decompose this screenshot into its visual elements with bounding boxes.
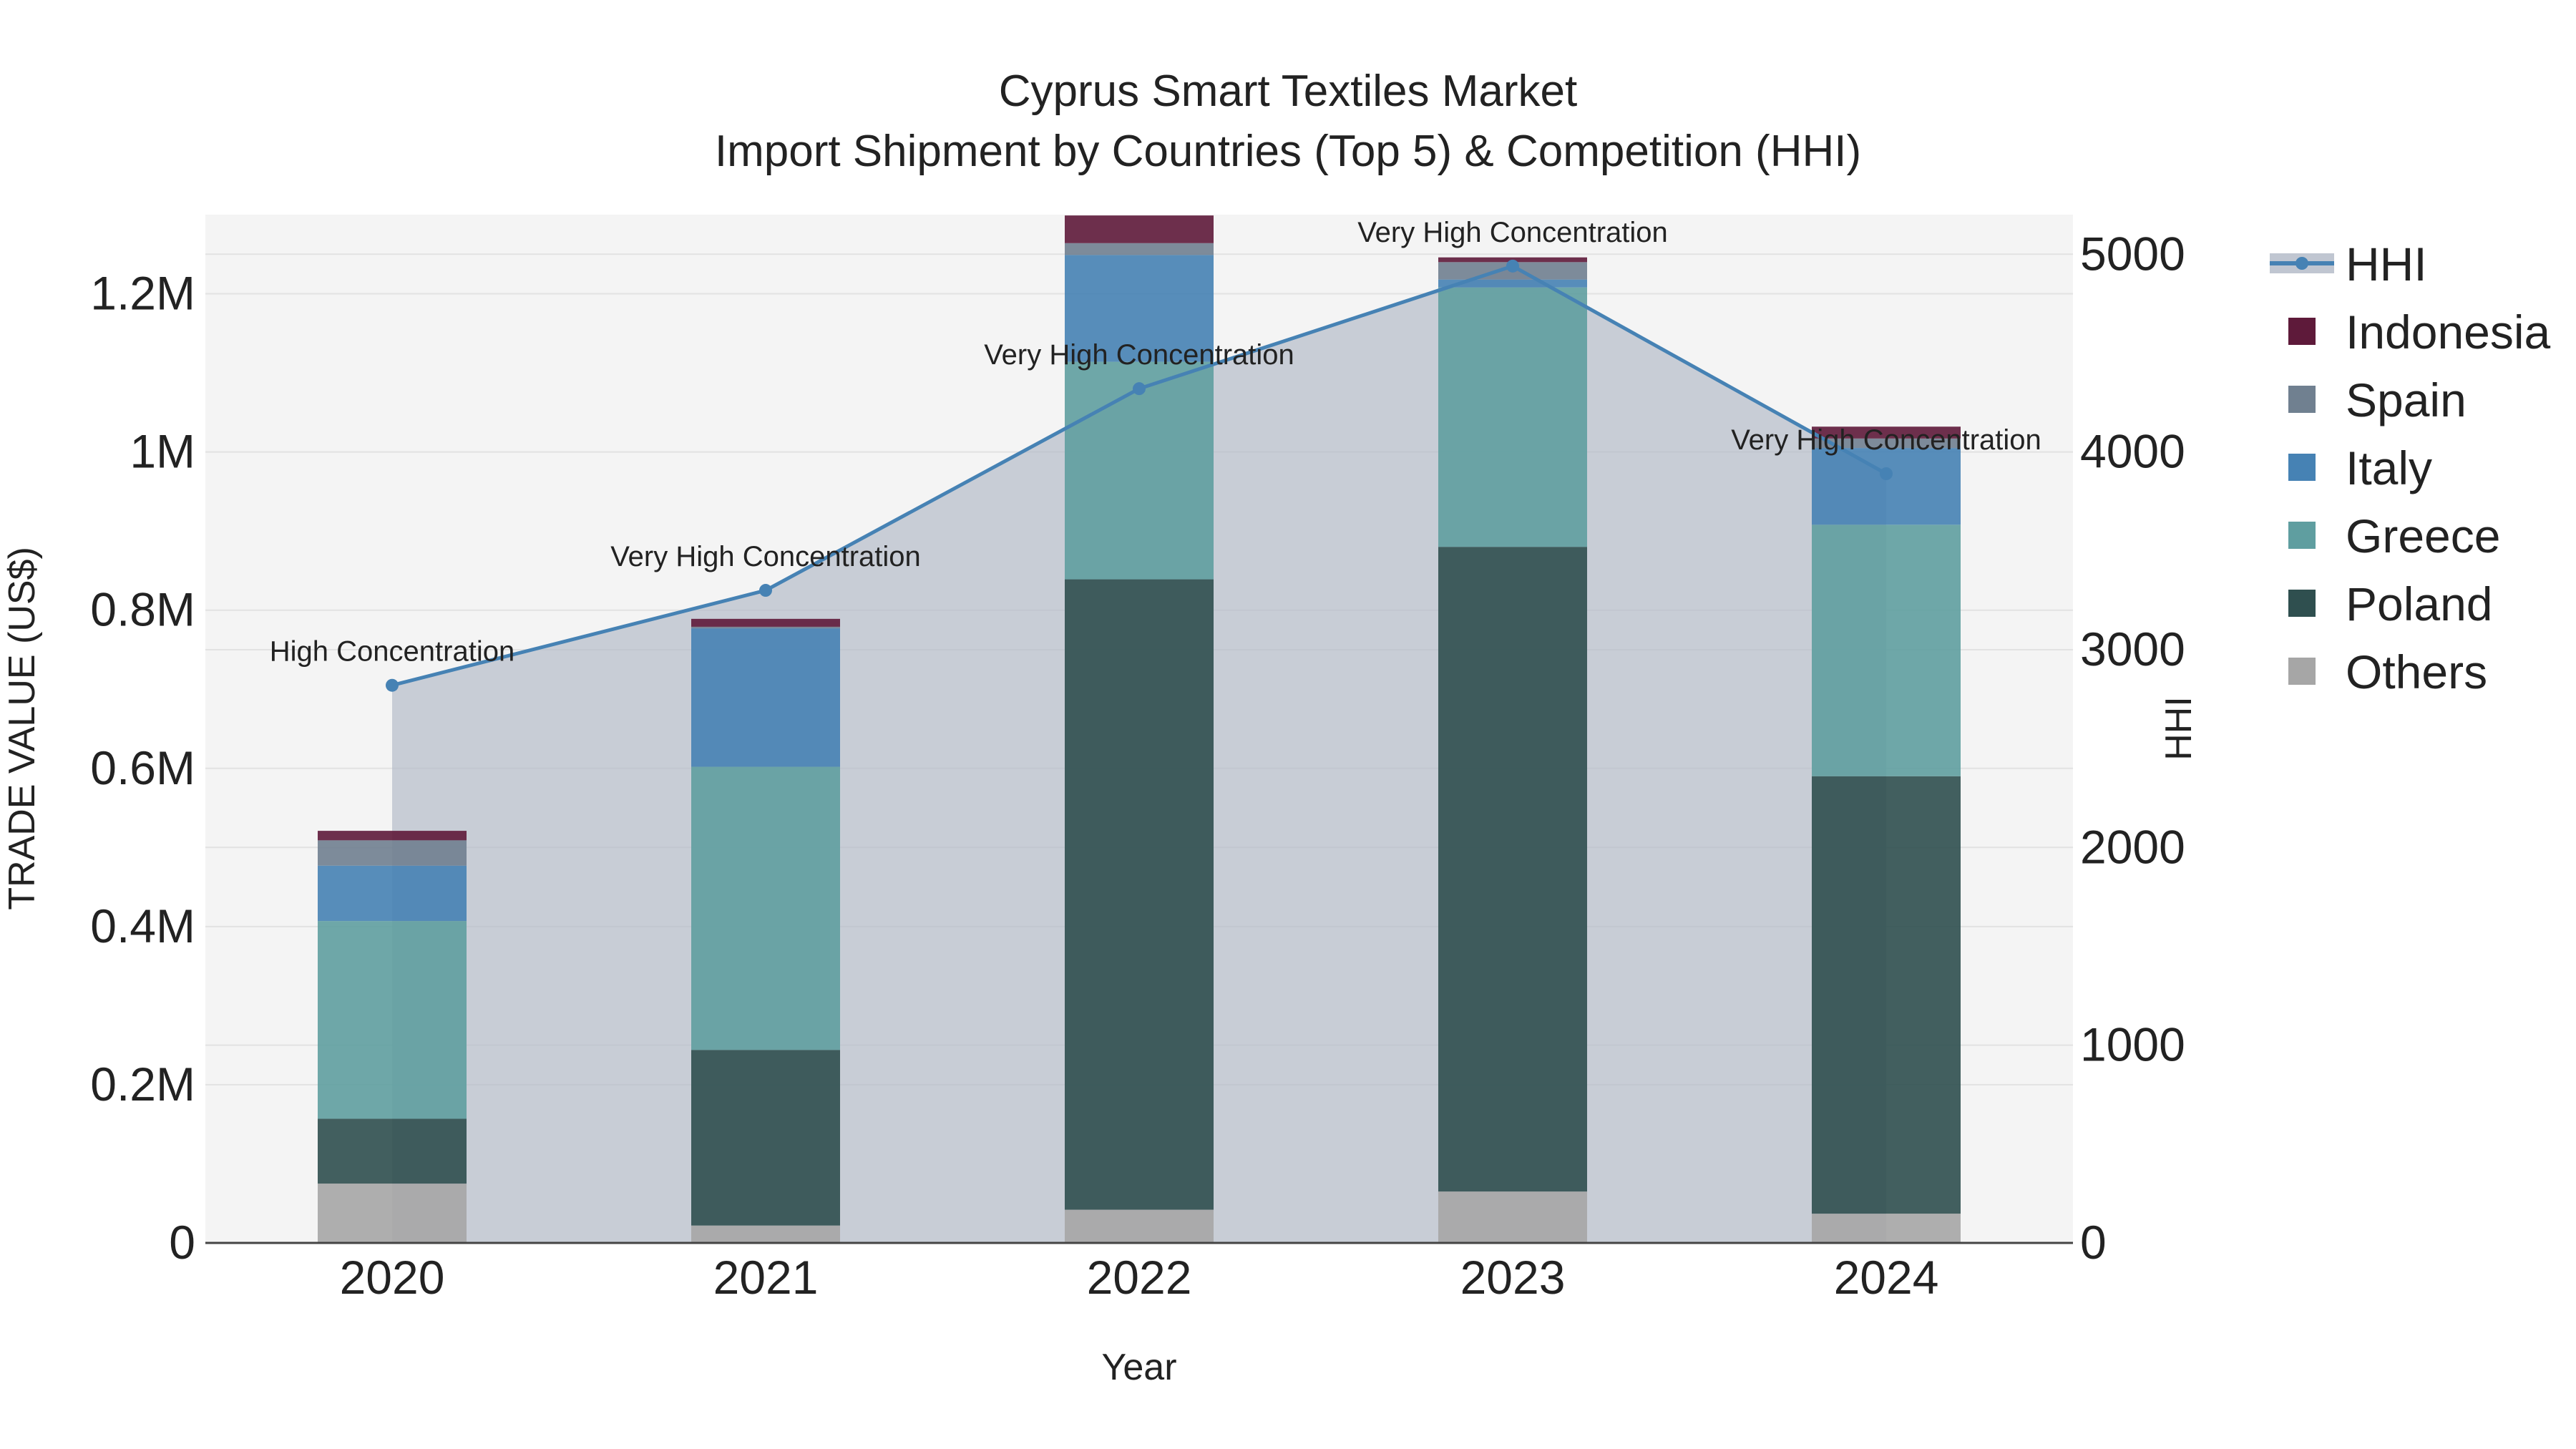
x-axis-ticks: 2020 2021 2022 2023 2024 <box>340 1251 1939 1304</box>
legend-label-italy: Italy <box>2346 441 2432 494</box>
bar-poland-2022 <box>1065 579 1214 1210</box>
hhi-label-2023: Very High Concentration <box>1357 217 1668 248</box>
legend-label-poland: Poland <box>2346 577 2493 630</box>
y2-tick-1: 1000 <box>2080 1018 2185 1071</box>
bar-poland-2021 <box>691 1050 840 1226</box>
y-tick-0: 0 <box>169 1216 195 1269</box>
hhi-point-2024 <box>1880 467 1893 481</box>
legend-label-hhi: HHI <box>2346 238 2427 291</box>
bar-poland-2020 <box>318 1118 467 1184</box>
hhi-label-2024: Very High Concentration <box>1731 424 2041 456</box>
bar-italy-2021 <box>691 628 840 767</box>
bar-italy-2023 <box>1438 279 1587 288</box>
x-tick-2022: 2022 <box>1087 1251 1192 1304</box>
bar-greece-2023 <box>1438 287 1587 547</box>
bar-spain-2021 <box>691 626 840 629</box>
bar-italy-2020 <box>318 865 467 922</box>
legend-swatch-greece <box>2288 522 2316 549</box>
y-tick-1: 0.2M <box>90 1058 195 1111</box>
y-tick-4: 0.8M <box>90 583 195 636</box>
y-tick-5: 1M <box>130 425 195 478</box>
bar-indonesia-2024 <box>1812 426 1961 439</box>
hhi-point-2021 <box>759 584 772 597</box>
hhi-point-2022 <box>1133 382 1146 396</box>
bars <box>318 215 1961 1243</box>
x-tick-2024: 2024 <box>1834 1251 1939 1304</box>
bar-greece-2024 <box>1812 525 1961 776</box>
bar-indonesia-2022 <box>1065 215 1214 243</box>
y-axis-ticks: 0 0.2M 0.4M 0.6M 0.8M 1M 1.2M <box>90 267 195 1269</box>
legend-swatch-marker-hhi <box>2296 257 2308 270</box>
bar-poland-2023 <box>1438 547 1587 1192</box>
y-tick-2: 0.4M <box>90 899 195 952</box>
hhi-point-2020 <box>386 678 399 692</box>
chart-title-line1: Cyprus Smart Textiles Market <box>999 67 1578 116</box>
legend-label-greece: Greece <box>2346 509 2500 562</box>
legend-swatch-others <box>2288 658 2316 685</box>
y2-tick-4: 4000 <box>2080 425 2185 478</box>
bar-poland-2024 <box>1812 776 1961 1214</box>
bar-spain-2022 <box>1065 243 1214 255</box>
y-tick-3: 0.6M <box>90 741 195 794</box>
bar-spain-2020 <box>318 840 467 866</box>
hhi-label-2022: Very High Concentration <box>984 339 1294 371</box>
bar-others-2024 <box>1812 1214 1961 1243</box>
x-axis-title: Year <box>1101 1347 1176 1388</box>
legend-label-spain: Spain <box>2346 374 2467 426</box>
bar-indonesia-2020 <box>318 831 467 841</box>
legend-label-others: Others <box>2346 645 2487 698</box>
legend-swatch-italy <box>2288 454 2316 481</box>
legend-swatch-indonesia <box>2288 318 2316 345</box>
y2-axis-title: HHI <box>2158 696 2200 761</box>
bar-greece-2021 <box>691 766 840 1050</box>
x-tick-2023: 2023 <box>1460 1251 1566 1304</box>
bar-others-2022 <box>1065 1209 1214 1243</box>
x-tick-2020: 2020 <box>340 1251 445 1304</box>
y2-tick-2: 2000 <box>2080 820 2185 873</box>
legend: HHI Indonesia Spain Italy Greece Poland Others <box>2270 238 2551 698</box>
y2-tick-0: 0 <box>2080 1216 2107 1269</box>
hhi-label-2020: High Concentration <box>270 636 514 668</box>
x-tick-2021: 2021 <box>713 1251 819 1304</box>
bar-others-2021 <box>691 1225 840 1243</box>
y2-axis-ticks: 0 1000 2000 3000 4000 5000 <box>2080 227 2185 1269</box>
legend-label-indonesia: Indonesia <box>2346 306 2551 358</box>
bar-others-2020 <box>318 1184 467 1243</box>
hhi-label-2021: Very High Concentration <box>610 541 921 572</box>
y2-tick-5: 5000 <box>2080 227 2185 280</box>
bar-greece-2022 <box>1065 361 1214 580</box>
chart-title-line2: Import Shipment by Countries (Top 5) & C… <box>715 127 1861 176</box>
bar-others-2023 <box>1438 1191 1587 1243</box>
bar-italy-2024 <box>1812 448 1961 525</box>
y2-tick-3: 3000 <box>2080 623 2185 675</box>
bar-indonesia-2021 <box>691 618 840 627</box>
y-axis-title: TRADE VALUE (US$) <box>1 547 43 910</box>
bar-italy-2022 <box>1065 255 1214 362</box>
bar-spain-2024 <box>1812 438 1961 449</box>
legend-swatch-poland <box>2288 590 2316 617</box>
y-tick-6: 1.2M <box>90 267 195 320</box>
legend-swatch-spain <box>2288 386 2316 413</box>
hhi-point-2023 <box>1506 259 1519 273</box>
hhi-line: High Concentration Very High Concentratio… <box>270 217 2041 692</box>
bar-greece-2020 <box>318 921 467 1119</box>
